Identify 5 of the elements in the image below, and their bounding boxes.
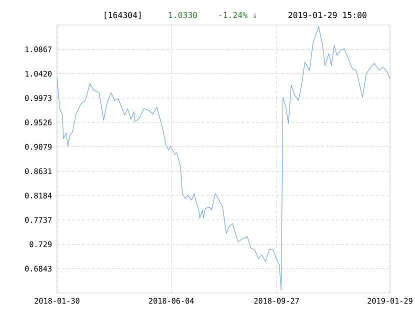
line-series: [57, 26, 390, 290]
text: 2019-01-29 15:00: [288, 12, 366, 18]
chart-title: [164304]: [104, 12, 141, 20]
text: 1.0330: [168, 12, 198, 18]
text: -1.24% ↓: [219, 12, 256, 18]
